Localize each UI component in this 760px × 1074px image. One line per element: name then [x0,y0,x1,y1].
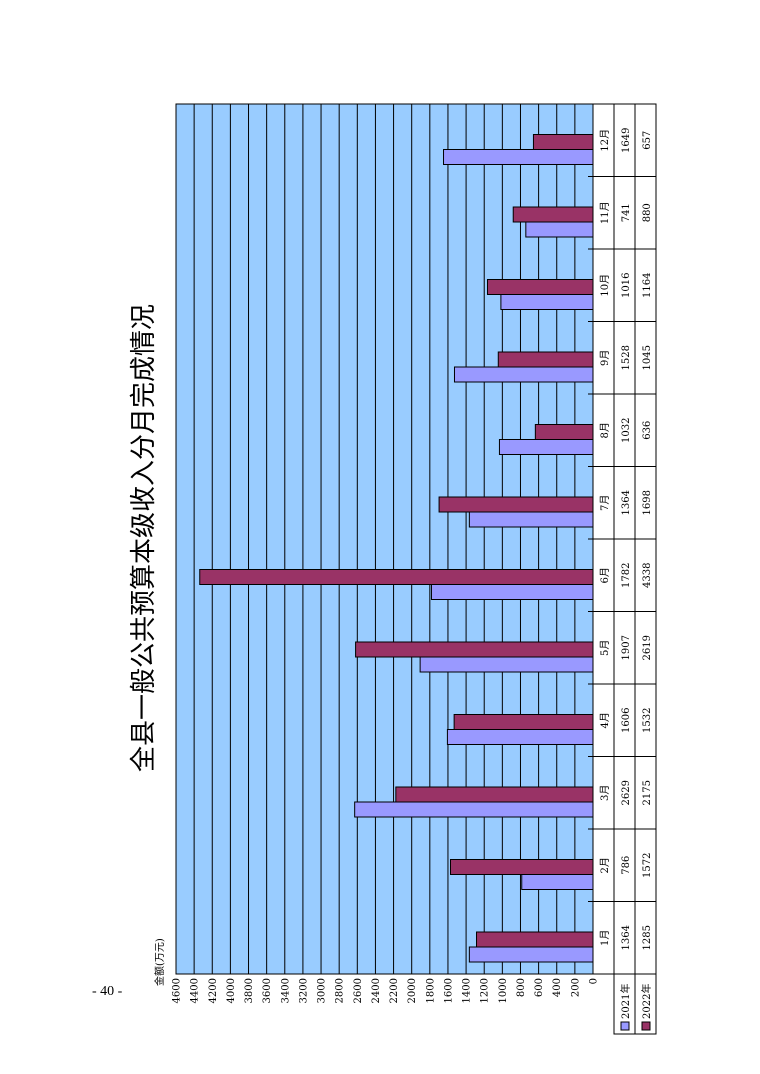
legend-entry: 2022年 [640,984,653,1019]
data-label: 786 [621,856,632,875]
data-label: 1606 [621,708,632,733]
data-label: 1164 [642,273,653,298]
bar-series1 [419,656,594,673]
x-tick-label: 6月 [599,567,611,583]
x-tick-label: 4月 [599,712,611,728]
bar-series1 [525,221,594,238]
y-tick-label: 1800 [425,978,436,1003]
page-number: - 40 - [92,984,123,999]
data-label: 1285 [642,925,653,950]
y-tick-label: 1200 [480,978,491,1003]
y-tick-label: 1000 [498,978,509,1003]
bar-series2 [532,134,594,150]
x-tick-label: 9月 [599,350,611,366]
data-label: 657 [642,131,653,150]
bar-series1 [468,946,594,963]
bar-series2 [395,786,594,803]
bar-series2 [486,279,594,295]
data-label: 2619 [642,635,653,660]
x-tick-label: 7月 [599,495,611,511]
x-tick-label: 5月 [599,640,611,656]
data-label: 1045 [642,345,653,370]
y-tick-label: 3000 [317,978,328,1003]
data-label: 741 [621,203,632,222]
y-tick-label: 2000 [407,978,418,1003]
bar-series2 [355,641,594,658]
bar-series2 [497,351,594,368]
bar-series1 [354,801,594,818]
y-tick-label: 800 [516,978,527,997]
data-label: 2629 [621,780,632,805]
data-label: 1782 [621,563,632,588]
data-label: 636 [642,421,653,440]
y-axis-label: 金额(万元) [153,938,166,986]
x-tick-label: 8月 [599,422,611,438]
y-tick-label: 600 [534,978,545,997]
x-tick-label: 11月 [599,201,611,224]
y-tick-label: 4200 [208,978,219,1003]
bar-series1 [498,439,594,455]
data-label: 1528 [621,345,632,370]
legend-swatch [620,1021,630,1031]
y-tick-label: 2400 [371,978,382,1003]
bar-series1 [453,366,594,383]
x-tick-label: 1月 [599,930,611,946]
x-tick-label: 3月 [599,785,611,801]
data-label: 1532 [642,708,653,733]
bar-series1 [430,584,594,600]
x-tick-label: 12月 [599,129,611,152]
data-label: 1016 [621,273,632,298]
y-tick-label: 1400 [462,978,473,1003]
y-tick-label: 3800 [244,978,255,1003]
x-tick-label: 2月 [599,857,611,873]
data-label: 1572 [642,853,653,878]
data-label: 1032 [621,418,632,443]
gridlines [193,104,593,974]
y-tick-label: 400 [552,978,563,997]
bar-series1 [500,294,594,310]
bar-series1 [521,874,594,890]
bar-series2 [438,496,594,513]
data-label: 4338 [642,563,653,588]
bar-series2 [512,206,594,223]
bar-series1 [443,149,594,165]
y-tick-label: 3200 [298,978,309,1003]
data-label: 2175 [642,780,653,805]
bar-series2 [476,931,594,948]
data-label: 1364 [621,490,632,515]
bar-series2 [453,714,594,730]
y-tick-label: 2600 [353,978,364,1003]
bar-series2 [534,424,594,440]
bar-series2 [449,859,594,875]
y-tick-label: 200 [570,978,581,997]
legend-swatch [641,1021,651,1031]
y-tick-label: 2800 [335,978,346,1003]
data-table: 1月 2月 3月 4月 5月 6月 7月 8月 9月 10月 11月 12月 2021年 1364 786 2… [592,103,657,1035]
data-label: 1698 [642,490,653,515]
data-label: 880 [642,203,653,222]
data-label: 1907 [621,635,632,660]
y-tick-label: 3400 [280,978,291,1003]
legend-entry: 2021年 [619,984,632,1019]
y-axis-ticks: 0 200 400 600 800 1000 1200 1400 1600 1800 2000 220… [172,978,600,1003]
y-tick-label: 4400 [190,978,201,1003]
y-tick-label: 4600 [172,978,183,1003]
bar-series1 [446,729,594,745]
bar-series2 [199,569,594,585]
y-tick-label: 3600 [262,978,273,1003]
data-label: 1364 [621,925,632,950]
y-tick-label: 4000 [226,978,237,1003]
data-label: 1649 [621,128,632,153]
y-tick-label: 1600 [443,978,454,1003]
y-tick-label: 0 [589,978,600,984]
chart-title: 全县一般公共预算本级收入分月完成情况 [129,304,159,772]
y-tick-label: 2200 [389,978,400,1003]
x-tick-label: 10月 [599,274,611,297]
bar-series1 [468,511,594,528]
